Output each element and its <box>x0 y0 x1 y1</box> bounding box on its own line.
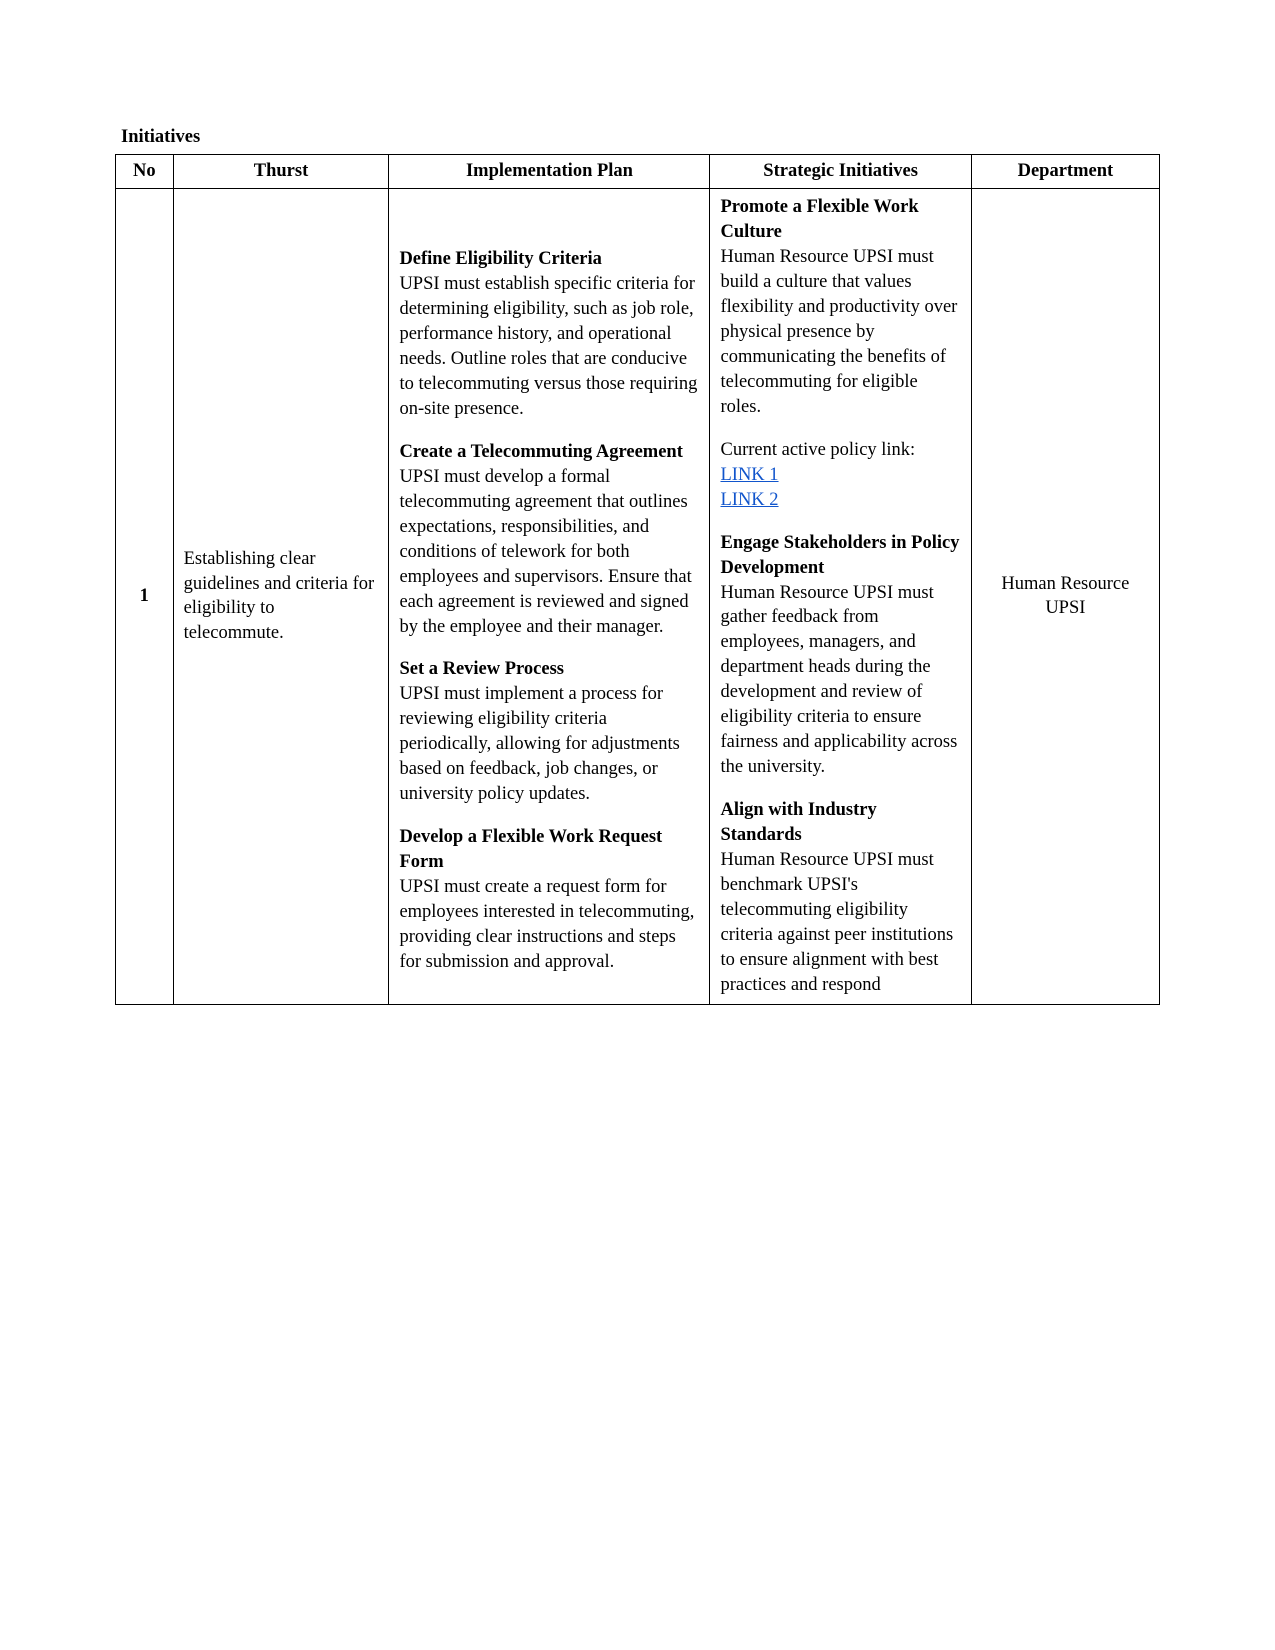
impl-block: Develop a Flexible Work Request Form UPS… <box>399 825 699 975</box>
strat-block-body: Human Resource UPSI must gather feedback… <box>720 581 960 781</box>
policy-link-1[interactable]: LINK 1 <box>720 463 960 488</box>
impl-block-body: UPSI must create a request form for empl… <box>399 875 699 975</box>
cell-thrust: Establishing clear guidelines and criter… <box>173 188 389 1004</box>
impl-block: Define Eligibility Criteria UPSI must es… <box>399 247 699 422</box>
col-header-no: No <box>116 154 174 188</box>
impl-block-title: Define Eligibility Criteria <box>399 247 699 272</box>
col-header-strat: Strategic Initiatives <box>710 154 971 188</box>
policy-link-intro: Current active policy link: <box>720 438 960 463</box>
table-row: 1 Establishing clear guidelines and crit… <box>116 188 1160 1004</box>
strat-block-title: Engage Stakeholders in Policy Developmen… <box>720 531 960 581</box>
initiatives-table: No Thurst Implementation Plan Strategic … <box>115 154 1160 1005</box>
strat-block: Align with Industry Standards Human Reso… <box>720 798 960 998</box>
col-header-dept: Department <box>971 154 1159 188</box>
impl-block: Create a Telecommuting Agreement UPSI mu… <box>399 440 699 640</box>
col-header-impl: Implementation Plan <box>389 154 710 188</box>
col-header-thrust: Thurst <box>173 154 389 188</box>
cell-department: Human Resource UPSI <box>971 188 1159 1004</box>
impl-block-body: UPSI must develop a formal telecommuting… <box>399 465 699 640</box>
strat-block-title: Promote a Flexible Work Culture <box>720 195 960 245</box>
cell-no: 1 <box>116 188 174 1004</box>
policy-link-2[interactable]: LINK 2 <box>720 488 960 513</box>
impl-block: Set a Review Process UPSI must implement… <box>399 657 699 807</box>
strat-block-body: Human Resource UPSI must benchmark UPSI'… <box>720 848 960 998</box>
impl-block-body: UPSI must implement a process for review… <box>399 682 699 807</box>
policy-links: LINK 1 LINK 2 <box>720 463 960 513</box>
impl-block-title: Create a Telecommuting Agreement <box>399 440 699 465</box>
impl-block-body: UPSI must establish specific criteria fo… <box>399 272 699 422</box>
cell-implementation: Define Eligibility Criteria UPSI must es… <box>389 188 710 1004</box>
table-header-row: No Thurst Implementation Plan Strategic … <box>116 154 1160 188</box>
strat-block-title: Align with Industry Standards <box>720 798 960 848</box>
impl-block-title: Develop a Flexible Work Request Form <box>399 825 699 875</box>
impl-block-title: Set a Review Process <box>399 657 699 682</box>
strat-block-body: Human Resource UPSI must build a culture… <box>720 245 960 420</box>
strat-block: Promote a Flexible Work Culture Human Re… <box>720 195 960 420</box>
section-title: Initiatives <box>121 125 1160 150</box>
strat-block: Engage Stakeholders in Policy Developmen… <box>720 531 960 781</box>
cell-strategic: Promote a Flexible Work Culture Human Re… <box>710 188 971 1004</box>
